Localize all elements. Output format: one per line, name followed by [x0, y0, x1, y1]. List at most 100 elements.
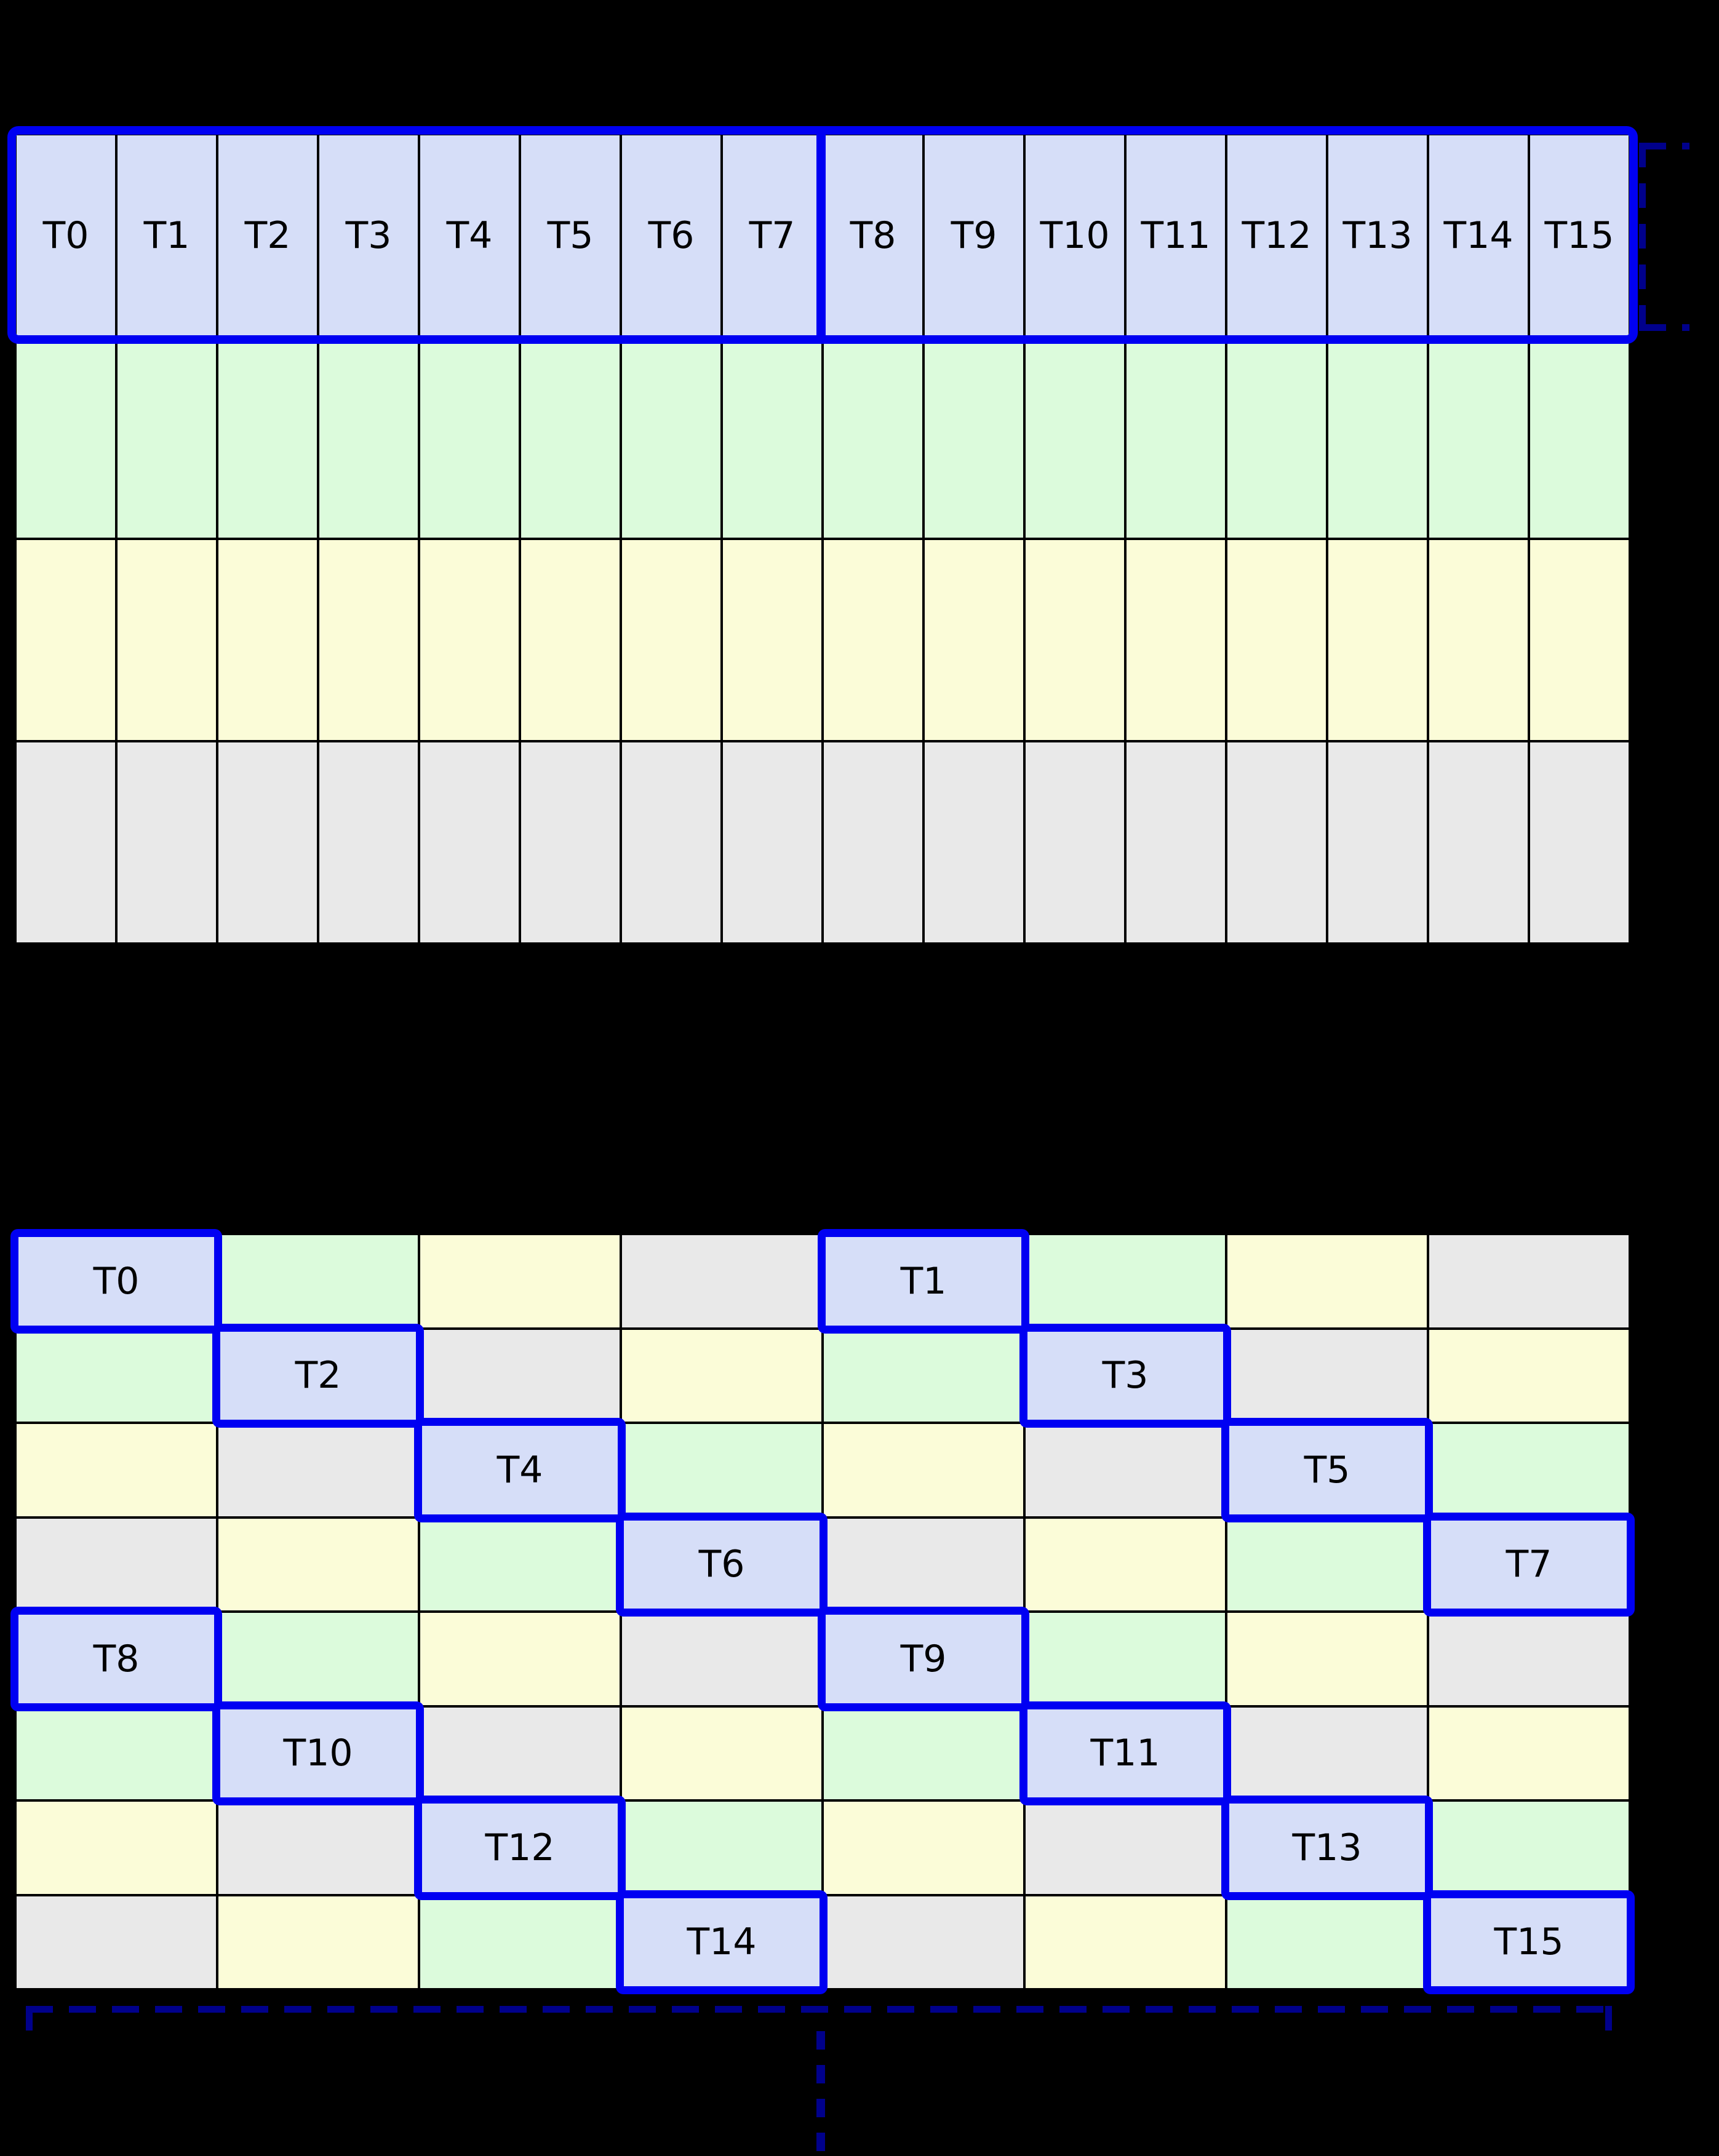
- grid2-cell-r6c7: [1428, 1800, 1630, 1895]
- grid1-cell-T12: T12: [1226, 134, 1327, 336]
- grid2-cell-r6c4: [823, 1800, 1024, 1895]
- grid2-cell-r6c1: [217, 1800, 419, 1895]
- grid2-cell-T5: T5: [1221, 1418, 1433, 1522]
- grid2-cell-r5c7: [1428, 1706, 1630, 1800]
- grid1-cell-T6: T6: [621, 134, 722, 336]
- grid2-cell-T15: T15: [1423, 1890, 1635, 1994]
- grid2-cell-r1c0: [15, 1328, 217, 1423]
- grid1-cell-r3c12: [1226, 741, 1327, 944]
- width-extent-bracket-tick-left: [26, 2006, 33, 2045]
- grid1-cell-r1c0: [15, 336, 116, 539]
- grid1-cell-r1c15: [1529, 336, 1630, 539]
- grid2-cell-r1c6: [1226, 1328, 1428, 1423]
- grid2-cell-r2c7: [1428, 1423, 1630, 1518]
- thread-label: T5: [1304, 1448, 1350, 1492]
- grid2-cell-T3: T3: [1019, 1323, 1231, 1428]
- thread-label: T11: [1141, 213, 1211, 257]
- grid2-cell-T7: T7: [1423, 1512, 1635, 1617]
- grid2-cell-r7c2: [419, 1895, 621, 1989]
- grid1-cell-r3c5: [520, 741, 621, 944]
- grid1-cell-r3c8: [823, 741, 923, 944]
- grid2-cell-T9: T9: [818, 1607, 1029, 1711]
- grid2-cell-T11: T11: [1019, 1701, 1231, 1805]
- grid2-cell-T1: T1: [818, 1229, 1029, 1333]
- grid2-cell-r1c3: [621, 1328, 823, 1423]
- grid1-cell-r3c15: [1529, 741, 1630, 944]
- grid1-cell-r2c13: [1327, 539, 1428, 741]
- grid2-cell-r3c4: [823, 1517, 1024, 1612]
- grid1-cell-T13: T13: [1327, 134, 1428, 336]
- thread-label: T1: [143, 213, 190, 257]
- thread-label: T8: [93, 1637, 140, 1681]
- grid2-cell-r0c5: [1024, 1234, 1226, 1329]
- thread-label: T0: [93, 1259, 140, 1303]
- swizzled-thread-grid: T0 T1 T2 T3 T4 T5 T6 T7 T8 T9 T10 T11 T12 T13 T14 T15: [10, 1229, 1635, 1994]
- grid1-cell-r2c12: [1226, 539, 1327, 741]
- grid1-cell-r1c13: [1327, 336, 1428, 539]
- grid1-cell-r2c10: [1024, 539, 1125, 741]
- grid1-cell-r2c4: [419, 539, 520, 741]
- thread-label: T4: [446, 213, 493, 257]
- grid2-cell-r4c1: [217, 1612, 419, 1706]
- thread-label: T1: [900, 1259, 947, 1303]
- thread-label: T12: [1242, 213, 1312, 257]
- thread-label: T3: [1102, 1354, 1149, 1398]
- grid2-cell-r7c0: [15, 1895, 217, 1989]
- thread-label: T10: [1040, 213, 1110, 257]
- width-extent-bracket-line: [26, 2006, 1612, 2013]
- grid1-cell-r3c0: [15, 741, 116, 944]
- thread-label: T9: [951, 213, 997, 257]
- grid2-cell-T4: T4: [414, 1418, 626, 1522]
- grid1-cell-T10: T10: [1024, 134, 1125, 336]
- thread-label: T14: [1443, 213, 1514, 257]
- grid2-cell-T8: T8: [10, 1607, 222, 1711]
- grid1-cell-r2c8: [823, 539, 923, 741]
- grid1-cell-r1c5: [520, 336, 621, 539]
- grid2-cell-T2: T2: [212, 1323, 424, 1428]
- grid1-cell-T11: T11: [1125, 134, 1226, 336]
- grid1-cell-T1: T1: [116, 134, 217, 336]
- grid2-cell-r0c6: [1226, 1234, 1428, 1329]
- grid1-cell-r2c1: [116, 539, 217, 741]
- grid2-cell-T13: T13: [1221, 1796, 1433, 1899]
- thread-row-half-divider: [816, 126, 826, 344]
- thread-label: T2: [295, 1354, 341, 1398]
- thread-label: T6: [698, 1543, 745, 1586]
- grid2-cell-r5c2: [419, 1706, 621, 1800]
- grid2-cell-r1c4: [823, 1328, 1024, 1423]
- grid1-cell-r3c1: [116, 741, 217, 944]
- thread-label: T0: [42, 213, 89, 257]
- vertical-continuation-dashes: [816, 2031, 825, 2156]
- grid1-cell-r3c10: [1024, 741, 1125, 944]
- grid1-cell-r2c14: [1428, 539, 1529, 741]
- thread-label: T8: [850, 213, 896, 257]
- grid1-cell-r2c9: [923, 539, 1024, 741]
- grid1-cell-r1c8: [823, 336, 923, 539]
- grid2-cell-r3c6: [1226, 1517, 1428, 1612]
- thread-label: T10: [283, 1732, 353, 1775]
- grid1-cell-r3c13: [1327, 741, 1428, 944]
- grid2-cell-r4c7: [1428, 1612, 1630, 1706]
- grid2-cell-T14: T14: [616, 1890, 828, 1994]
- thread-label: T13: [1292, 1826, 1362, 1869]
- grid1-cell-r1c11: [1125, 336, 1226, 539]
- grid2-cell-r3c0: [15, 1517, 217, 1612]
- grid2-cell-T6: T6: [616, 1512, 828, 1617]
- row-extent-bracket-bottom: [1639, 324, 1689, 331]
- grid1-cell-r2c0: [15, 539, 116, 741]
- grid2-cell-r5c3: [621, 1706, 823, 1800]
- grid1-cell-r3c3: [318, 741, 419, 944]
- grid2-cell-r0c7: [1428, 1234, 1630, 1329]
- grid2-cell-r3c1: [217, 1517, 419, 1612]
- grid1-cell-r2c5: [520, 539, 621, 741]
- grid2-cell-r6c5: [1024, 1800, 1226, 1895]
- grid2-cell-r4c5: [1024, 1612, 1226, 1706]
- grid2-cell-r2c5: [1024, 1423, 1226, 1518]
- grid2-cell-r4c3: [621, 1612, 823, 1706]
- grid1-cell-T7: T7: [722, 134, 823, 336]
- grid1-cell-r1c7: [722, 336, 823, 539]
- grid2-cell-r2c3: [621, 1423, 823, 1518]
- grid1-cell-r3c2: [217, 741, 318, 944]
- grid1-cell-T3: T3: [318, 134, 419, 336]
- grid2-cell-r5c0: [15, 1706, 217, 1800]
